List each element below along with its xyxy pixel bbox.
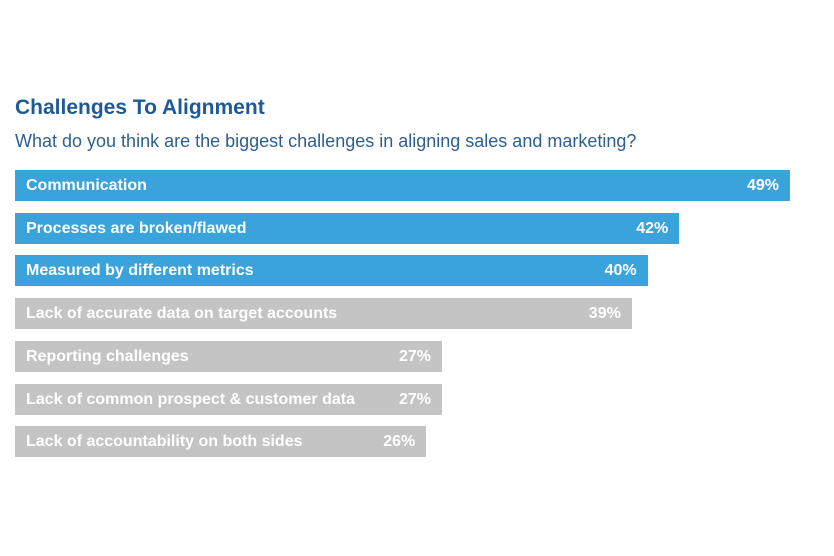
bar: Reporting challenges 27% — [15, 340, 443, 372]
bar: Processes are broken/flawed 42% — [15, 212, 680, 244]
bar-value-label: 26% — [383, 433, 416, 451]
bar-label: Lack of accurate data on target accounts — [26, 305, 338, 323]
bar-label: Processes are broken/flawed — [26, 219, 247, 237]
bar: Measured by different metrics 40% — [15, 255, 648, 287]
bar: Lack of accurate data on target accounts… — [15, 298, 632, 330]
bar-value-label: 40% — [604, 262, 637, 280]
bar-value-label: 27% — [399, 347, 432, 365]
bar: Lack of common prospect & customer data 2… — [15, 383, 443, 415]
bar-value-label: 39% — [588, 305, 621, 323]
bar-label: Communication — [26, 177, 147, 194]
bar-label: Measured by different metrics — [26, 262, 254, 280]
bar-label: Reporting challenges — [26, 347, 189, 365]
bar-value-label: 42% — [636, 219, 669, 237]
chart-title: Challenges To Alignment — [15, 96, 265, 119]
chart-subtitle: What do you think are the biggest challe… — [15, 131, 637, 151]
bar-value-label: 27% — [399, 390, 432, 408]
bar-label: Lack of common prospect & customer data — [26, 390, 355, 408]
bar: Lack of accountability on both sides 26% — [15, 426, 427, 458]
bar-value-label: 49% — [746, 177, 779, 194]
bar-label: Lack of accountability on both sides — [26, 433, 303, 451]
bar: Communication 49% — [15, 170, 790, 201]
